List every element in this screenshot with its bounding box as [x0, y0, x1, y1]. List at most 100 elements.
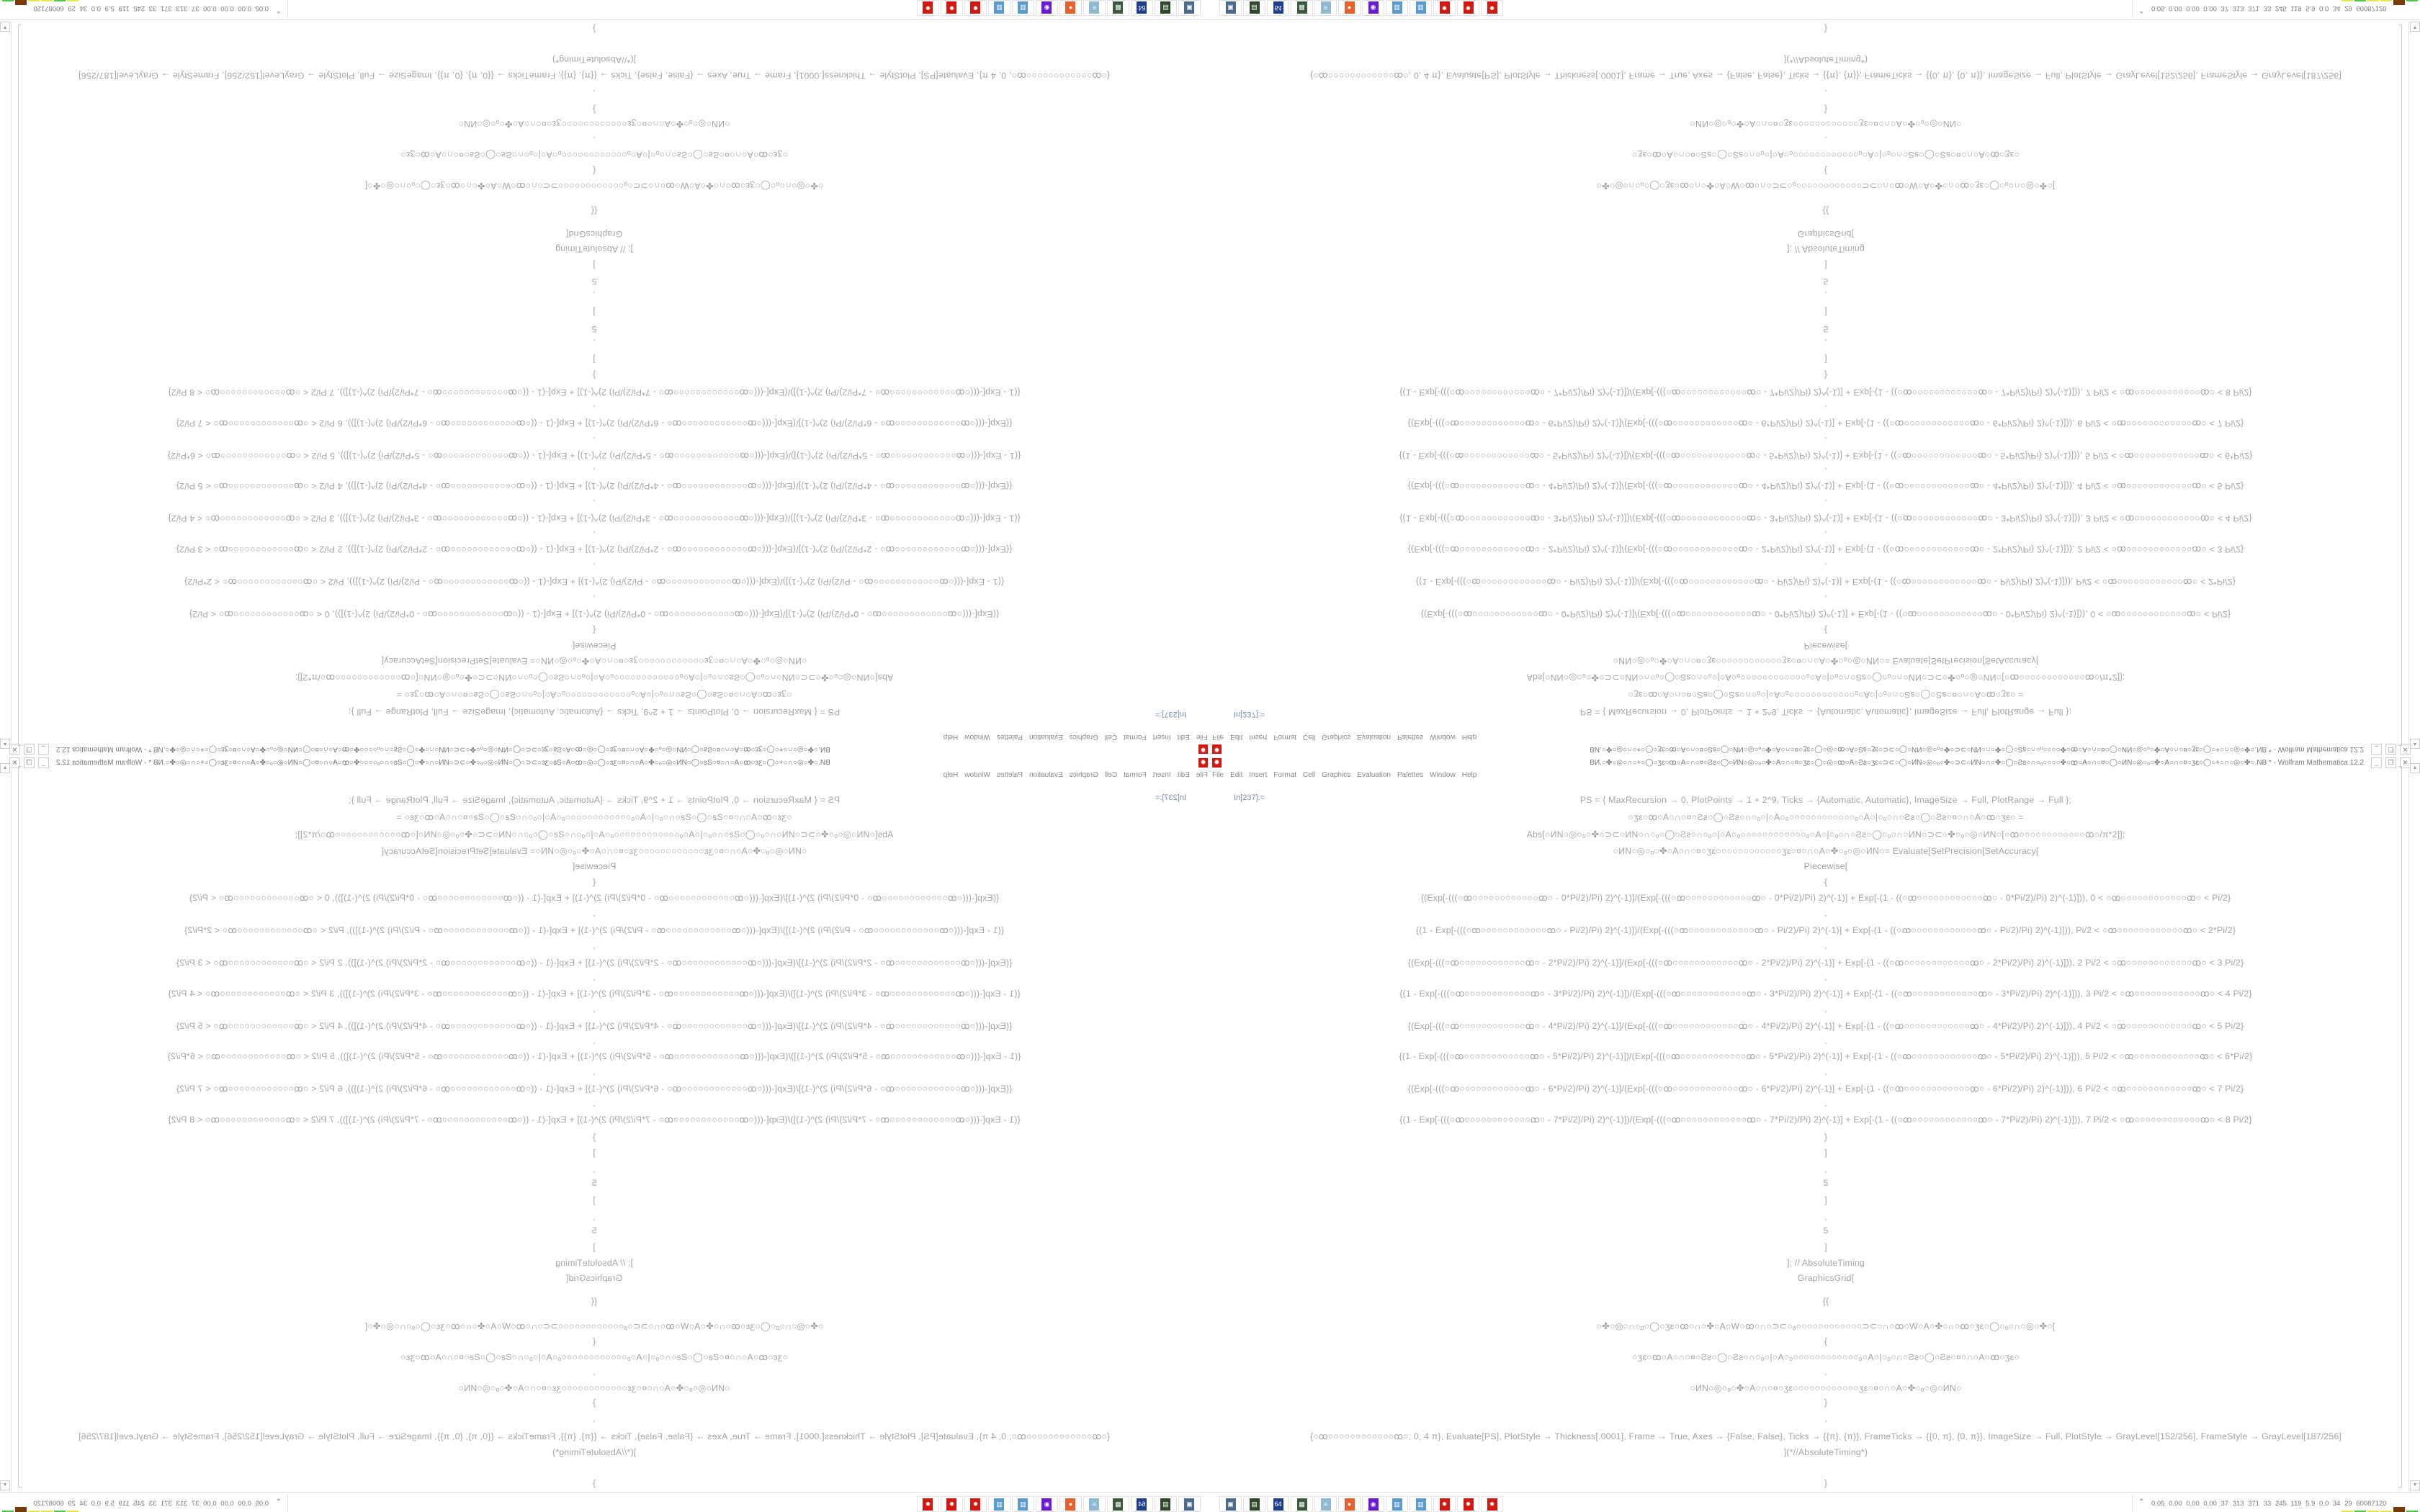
taskbar-button[interactable]: ≡ [1314, 0, 1337, 16]
menu-evaluation[interactable]: Evaluation [1029, 771, 1063, 779]
taskbar-button[interactable]: ● [1059, 1496, 1082, 1512]
vertical-scrollbar[interactable]: ▲ ▼ [2408, 763, 2420, 1490]
cell-bracket[interactable] [18, 24, 22, 746]
taskbar-button[interactable]: 64 [1267, 1496, 1289, 1512]
taskbar-button[interactable]: ▤ [1243, 1496, 1265, 1512]
menu-window[interactable]: Window [1430, 771, 1456, 779]
menu-help[interactable]: Help [1461, 733, 1477, 741]
menu-evaluation[interactable]: Evaluation [1357, 733, 1391, 741]
taskbar-button[interactable]: ▦ [1107, 1496, 1129, 1512]
taskbar-button[interactable]: ✹ [941, 1496, 963, 1512]
menu-help[interactable]: Help [943, 771, 959, 779]
taskbar-button[interactable]: ✹ [1433, 1496, 1456, 1512]
menu-graphics[interactable]: Graphics [1069, 733, 1098, 741]
menu-help[interactable]: Help [943, 733, 959, 741]
taskbar-button[interactable]: ▣ [1178, 0, 1201, 16]
scroll-down-icon[interactable]: ▼ [2410, 1480, 2420, 1490]
taskbar-button[interactable]: ▥ [988, 0, 1010, 16]
tray-expand-icon[interactable]: ⌃ [2138, 6, 2145, 14]
scroll-down-icon[interactable]: ▼ [0, 22, 10, 32]
menu-format[interactable]: Format [1123, 771, 1147, 779]
scroll-up-icon[interactable]: ▲ [2410, 763, 2420, 773]
taskbar-button[interactable]: ▥ [1012, 0, 1034, 16]
vertical-scrollbar[interactable]: ▲ ▼ [0, 22, 12, 749]
taskbar-button[interactable]: ● [1338, 0, 1361, 16]
menu-insert[interactable]: Insert [1152, 733, 1171, 741]
menu-insert[interactable]: Insert [1249, 733, 1268, 741]
taskbar-button[interactable]: ✹ [964, 0, 987, 16]
menu-graphics[interactable]: Graphics [1322, 771, 1351, 779]
taskbar-button[interactable]: ✹ [941, 0, 963, 16]
taskbar-button[interactable]: ▤ [1155, 1496, 1177, 1512]
restore-button[interactable]: ❐ [24, 757, 35, 768]
taskbar-button[interactable]: ✹ [1433, 0, 1456, 16]
minimize-button[interactable]: _ [38, 757, 49, 768]
cell-bracket[interactable] [2398, 766, 2402, 1488]
menu-insert[interactable]: Insert [1152, 771, 1171, 779]
taskbar-button[interactable]: ▣ [1178, 1496, 1201, 1512]
menu-edit[interactable]: Edit [1230, 733, 1243, 741]
taskbar-button[interactable]: ● [1059, 0, 1082, 16]
menu-file[interactable]: File [1196, 733, 1208, 741]
menu-format[interactable]: Format [1123, 733, 1147, 741]
close-button[interactable]: ✕ [2400, 757, 2411, 768]
menu-palettes[interactable]: Palettes [1397, 733, 1424, 741]
taskbar-button[interactable]: ▥ [1012, 1496, 1034, 1512]
taskbar-button[interactable]: ▣ [1219, 1496, 1242, 1512]
menu-file[interactable]: File [1196, 771, 1208, 779]
menu-file[interactable]: File [1212, 733, 1224, 741]
taskbar-button[interactable]: ◉ [1362, 1496, 1384, 1512]
menu-palettes[interactable]: Palettes [996, 771, 1023, 779]
scroll-up-icon[interactable]: ▲ [0, 763, 10, 773]
minimize-button[interactable]: _ [2371, 757, 2382, 768]
tray-expand-icon[interactable]: ⌃ [275, 1498, 282, 1506]
minimize-button[interactable]: _ [38, 744, 49, 755]
menu-cell[interactable]: Cell [1104, 733, 1117, 741]
menu-edit[interactable]: Edit [1177, 733, 1190, 741]
menu-cell[interactable]: Cell [1303, 771, 1316, 779]
taskbar-button[interactable]: ▦ [1291, 1496, 1313, 1512]
scroll-up-icon[interactable]: ▲ [0, 739, 10, 749]
menu-format[interactable]: Format [1273, 733, 1297, 741]
taskbar-button[interactable]: 64 [1131, 0, 1153, 16]
menu-graphics[interactable]: Graphics [1069, 771, 1098, 779]
menu-format[interactable]: Format [1273, 771, 1297, 779]
taskbar-button[interactable]: ◉ [1362, 0, 1384, 16]
taskbar-button[interactable]: 64 [1267, 0, 1289, 16]
taskbar-button[interactable]: ✹ [1481, 1496, 1503, 1512]
taskbar-button[interactable]: ✹ [1457, 1496, 1479, 1512]
tray-expand-icon[interactable]: ⌃ [275, 6, 282, 14]
menu-window[interactable]: Window [1430, 733, 1456, 741]
restore-button[interactable]: ❐ [24, 744, 35, 755]
menu-evaluation[interactable]: Evaluation [1357, 771, 1391, 779]
menu-window[interactable]: Window [964, 733, 990, 741]
cell-bracket[interactable] [2398, 24, 2402, 746]
menu-palettes[interactable]: Palettes [1397, 771, 1424, 779]
taskbar-button[interactable]: ◉ [1036, 0, 1058, 16]
menu-graphics[interactable]: Graphics [1322, 733, 1351, 741]
taskbar-button[interactable]: ≡ [1083, 0, 1106, 16]
taskbar-button[interactable]: ▤ [1155, 0, 1177, 16]
restore-button[interactable]: ❐ [2385, 757, 2396, 768]
menu-window[interactable]: Window [964, 771, 990, 779]
scroll-up-icon[interactable]: ▲ [2410, 739, 2420, 749]
taskbar-button[interactable]: ◉ [1036, 1496, 1058, 1512]
menu-cell[interactable]: Cell [1104, 771, 1117, 779]
taskbar-button[interactable]: ▥ [1386, 1496, 1408, 1512]
taskbar-button[interactable]: ▥ [1410, 1496, 1432, 1512]
tray-expand-icon[interactable]: ⌃ [2138, 1498, 2145, 1506]
menu-edit[interactable]: Edit [1177, 771, 1190, 779]
menu-evaluation[interactable]: Evaluation [1029, 733, 1063, 741]
menu-help[interactable]: Help [1461, 771, 1477, 779]
taskbar-button[interactable]: ▥ [988, 1496, 1010, 1512]
cell-bracket[interactable] [18, 766, 22, 1488]
taskbar-button[interactable]: ✹ [1481, 0, 1503, 16]
taskbar-button[interactable]: ▦ [1107, 0, 1129, 16]
vertical-scrollbar[interactable]: ▲ ▼ [0, 763, 12, 1490]
scroll-down-icon[interactable]: ▼ [0, 1480, 10, 1490]
restore-button[interactable]: ❐ [2385, 744, 2396, 755]
taskbar-button[interactable]: ≡ [1314, 1496, 1337, 1512]
scroll-down-icon[interactable]: ▼ [2410, 22, 2420, 32]
taskbar-button[interactable]: ● [1338, 1496, 1361, 1512]
menu-file[interactable]: File [1212, 771, 1224, 779]
